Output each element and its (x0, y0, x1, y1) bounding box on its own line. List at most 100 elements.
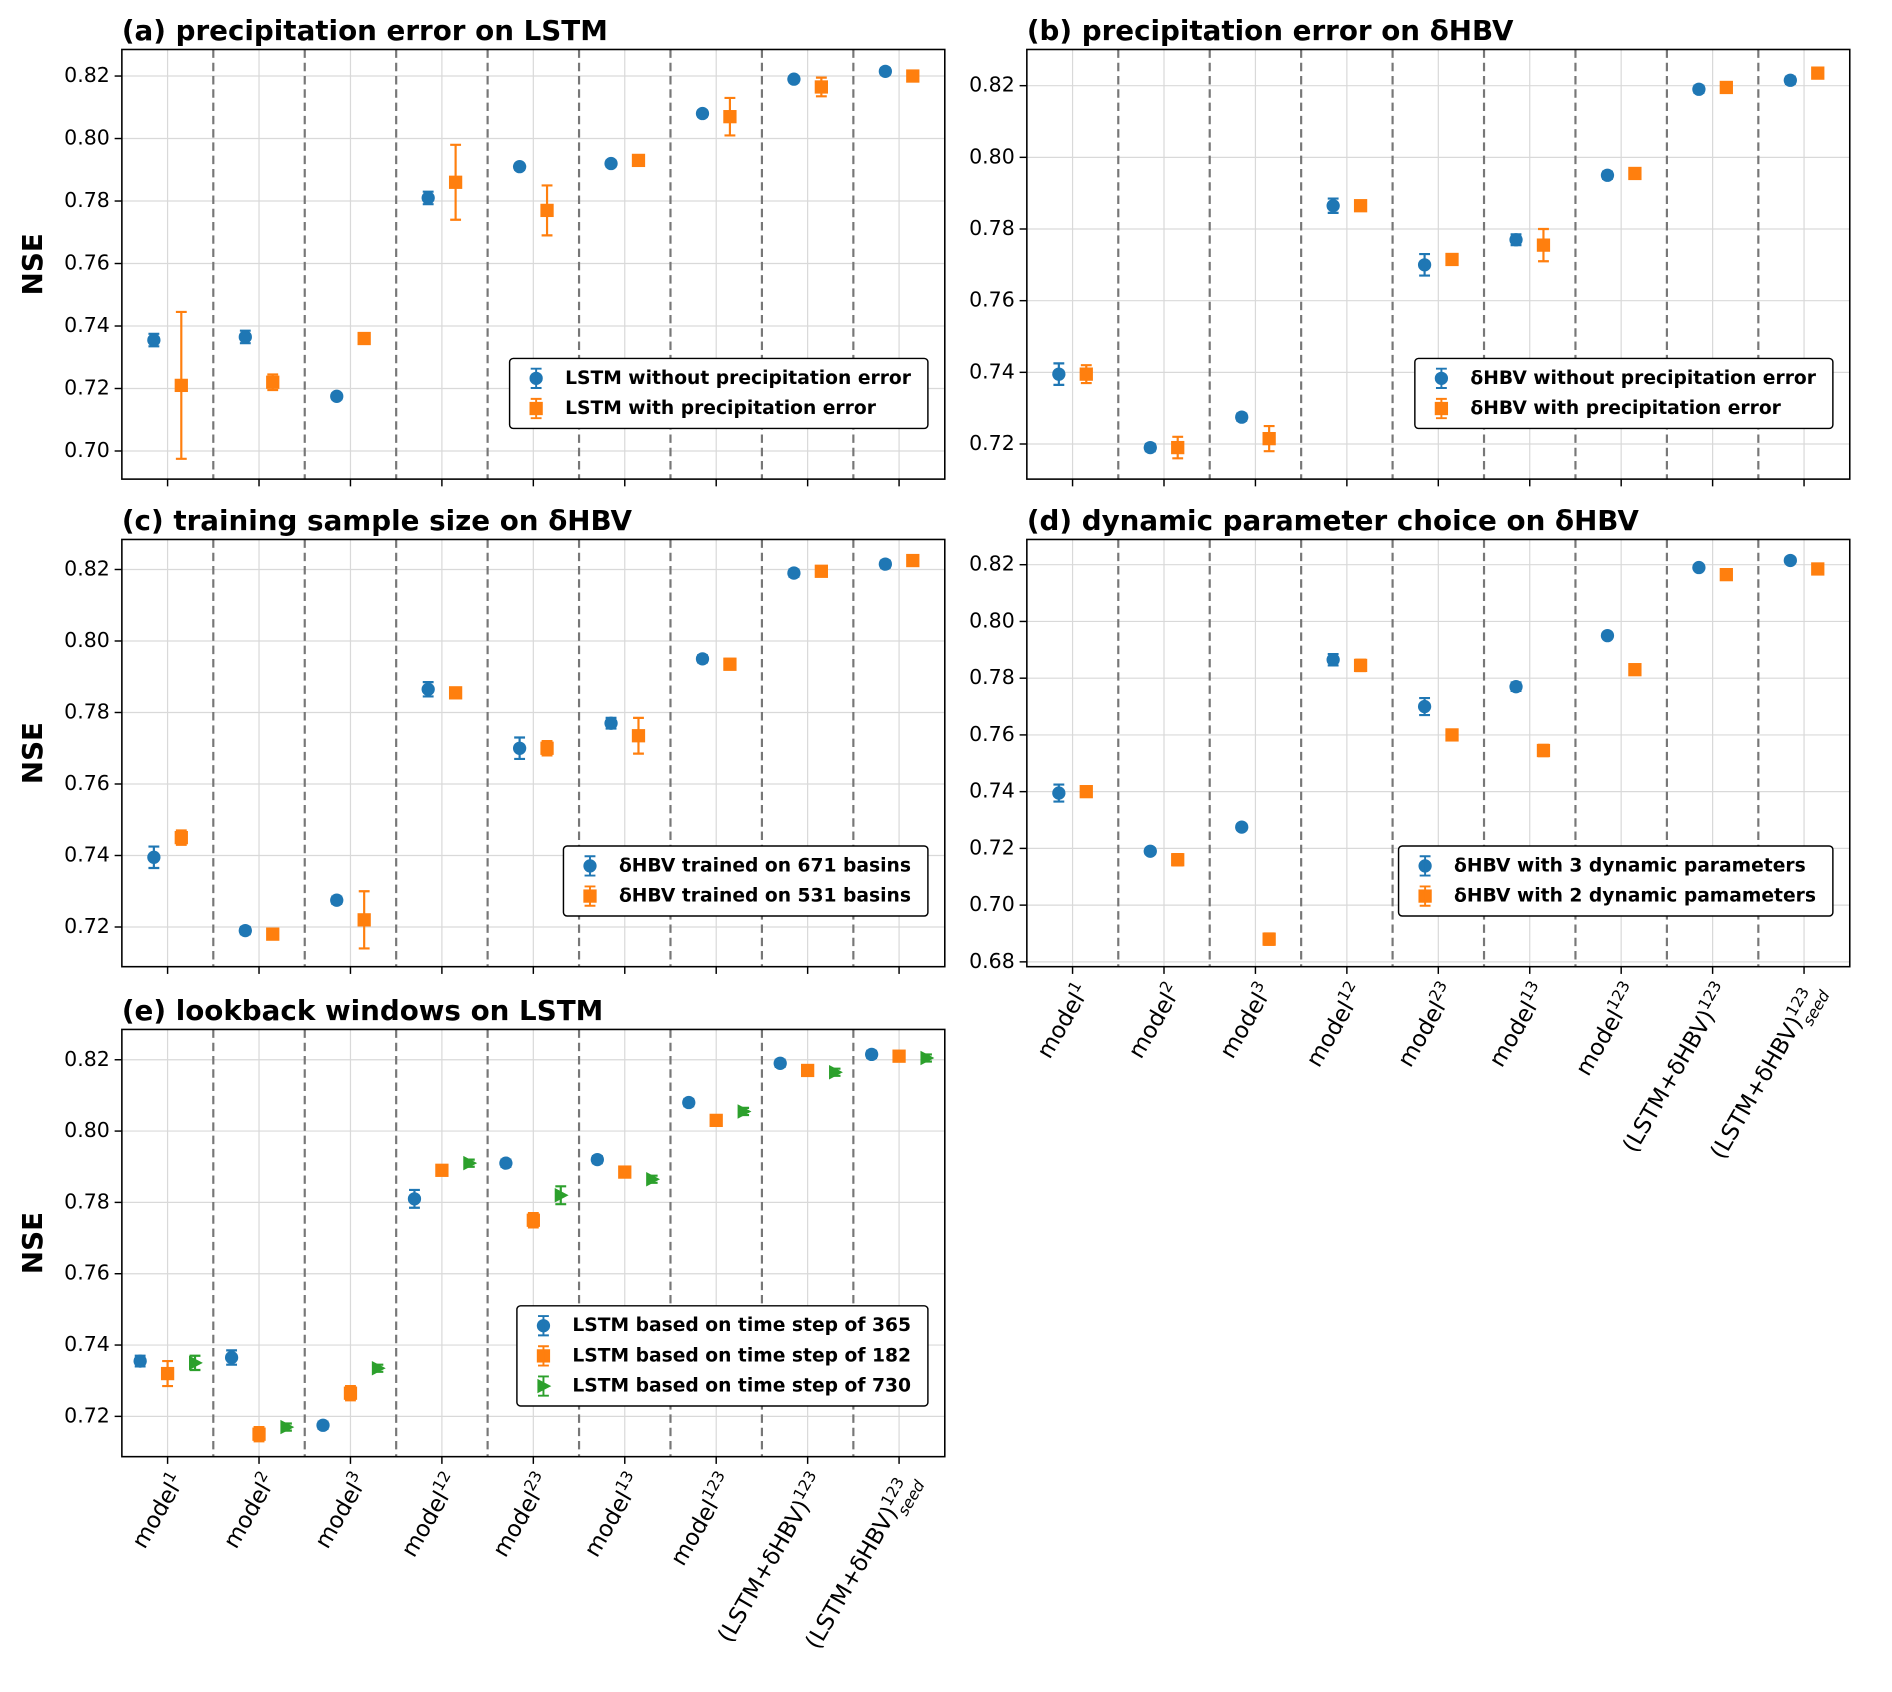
marker (512, 160, 527, 174)
x-tick-label: model123 (662, 1467, 739, 1570)
marker (814, 80, 828, 94)
marker (723, 110, 737, 124)
marker (878, 64, 892, 78)
y-tick-label: 0.68 (969, 949, 1015, 973)
legend-error (1435, 397, 1447, 420)
legend-swatch (529, 367, 543, 389)
legend-swatch (583, 855, 597, 877)
y-tick-label: 0.70 (969, 892, 1015, 916)
marker (280, 1419, 295, 1435)
marker (421, 682, 435, 696)
marker (1509, 680, 1523, 694)
marker (695, 652, 710, 666)
legend-error (530, 367, 542, 389)
marker (829, 1064, 843, 1080)
marker (147, 850, 161, 864)
chart-title: (e) lookback windows on LSTM (122, 994, 603, 1027)
marker (1509, 233, 1523, 247)
marker (878, 557, 892, 571)
x-tick-label: model3 (306, 1467, 373, 1553)
panel: 0.720.740.760.780.800.82model1model2mode… (16, 994, 946, 1657)
category-base: model (1571, 1006, 1629, 1081)
y-tick-label: 0.78 (64, 699, 110, 723)
marker (1235, 820, 1249, 834)
marker (540, 203, 554, 218)
legend-error (530, 397, 542, 420)
y-tick-label: 0.70 (64, 438, 110, 462)
marker (357, 331, 371, 346)
marker (147, 333, 161, 347)
marker (160, 1366, 175, 1381)
marker (133, 1354, 147, 1368)
legend-error (1419, 885, 1431, 907)
marker (174, 378, 188, 393)
marker (1692, 82, 1706, 96)
y-tick-label: 0.76 (969, 722, 1015, 746)
chart-title: (a) precipitation error on LSTM (122, 14, 608, 47)
legend-swatch (1434, 367, 1449, 389)
y-tick-label: 0.80 (969, 144, 1015, 168)
category-base: (LSTM+δHBV) (1706, 1012, 1809, 1164)
x-tick-label: model23 (1389, 977, 1461, 1071)
category-base: model (1124, 988, 1182, 1063)
marker (1353, 658, 1368, 673)
marker (1262, 431, 1276, 446)
marker (1417, 258, 1432, 272)
legend-box (516, 1305, 929, 1407)
marker (1353, 199, 1368, 213)
x-tick-label: model3 (1211, 977, 1278, 1063)
y-tick-label: 0.76 (64, 771, 110, 795)
y-tick-label: 0.80 (64, 628, 110, 652)
y-tick-label: 0.74 (64, 1332, 110, 1356)
marker (1143, 844, 1157, 858)
marker (1079, 785, 1093, 799)
axes-frame (1026, 48, 1851, 480)
y-tick-label: 0.78 (969, 216, 1015, 240)
marker (1811, 66, 1825, 80)
marker (631, 729, 646, 743)
legend-swatch (537, 1375, 552, 1397)
category-base: model (488, 1487, 546, 1562)
panel: 0.72 0.74 0.76 0.78 0.80 0.82 (b) precipitatio… (969, 14, 1851, 487)
marker (407, 1192, 422, 1206)
marker (1171, 440, 1185, 455)
marker (238, 330, 252, 344)
y-axis-label: NSE (16, 722, 49, 784)
legend-box (508, 357, 929, 430)
legend: δHBV without precipitation error δHBV wit… (1414, 357, 1834, 430)
legend: δHBV with 3 dynamic parameters δHBV with … (1397, 845, 1834, 917)
marker (357, 913, 371, 927)
x-tick-label: (LSTM+δHBV)123seed (797, 1466, 929, 1657)
legend-label: δHBV with 2 dynamic pamameters (1454, 886, 1816, 907)
marker (448, 175, 463, 189)
chart-title: (b) precipitation error on δHBV (1027, 14, 1514, 47)
axes-frame (121, 1028, 946, 1458)
marker (604, 156, 618, 171)
marker (1171, 853, 1185, 867)
marker (1052, 786, 1066, 800)
marker (1326, 653, 1340, 667)
marker (723, 657, 737, 671)
marker (814, 564, 828, 578)
y-axis-label: NSE (16, 1212, 49, 1274)
legend-swatch (1434, 397, 1449, 420)
chart-title: (c) training sample size on δHBV (122, 504, 633, 537)
legend-swatch (529, 397, 543, 420)
marker (512, 741, 527, 755)
marker (330, 893, 344, 907)
marker (1719, 80, 1733, 95)
marker (266, 927, 280, 941)
y-tick-label: 0.78 (64, 188, 110, 212)
marker (1600, 168, 1615, 182)
marker (252, 1427, 266, 1441)
marker (421, 191, 435, 205)
y-tick-label: 0.78 (969, 665, 1015, 689)
panel: 0.680.700.720.740.760.780.800.82model1mo… (969, 504, 1851, 1164)
marker (448, 686, 463, 700)
legend: LSTM without precipitation error LSTM wit… (508, 357, 929, 430)
category-base: model (127, 1478, 185, 1553)
marker (906, 69, 920, 83)
category-base: (LSTM+δHBV) (801, 1502, 904, 1654)
y-tick-label: 0.82 (969, 552, 1015, 576)
